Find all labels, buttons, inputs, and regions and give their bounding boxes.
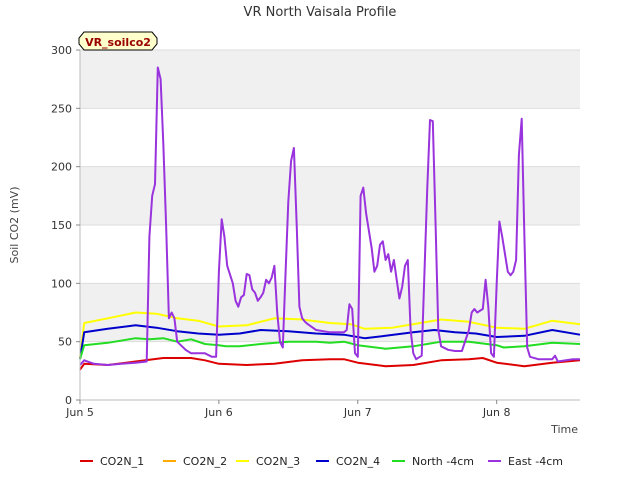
x-tick-label-2: Jun 7	[343, 406, 372, 419]
axes: 0 50 100 150 200 250 300 Jun 5 Jun 6 Jun 7 Jun 8	[51, 44, 580, 419]
series-layer	[79, 66, 581, 371]
x-tick-label-3: Jun 8	[482, 406, 511, 419]
series-line-north-4cm	[79, 337, 581, 360]
legend-label-north-4cm: North -4cm	[412, 455, 474, 468]
series-line-co2n-4	[79, 324, 581, 360]
series-line-east-4cm	[79, 66, 580, 366]
y-axis-label: Soil CO2 (mV)	[8, 187, 21, 264]
annotation-label: VR_soilco2	[85, 36, 151, 49]
y-tick-label-0: 0	[65, 394, 72, 407]
y-tick-label-100: 100	[51, 277, 72, 290]
y-tick-label-250: 250	[51, 102, 72, 115]
annotation-box: VR_soilco2	[78, 31, 158, 51]
x-axis-label: Time	[550, 423, 578, 436]
legend-label-co2n-3: CO2N_3	[256, 455, 300, 468]
legend-label-co2n-4: CO2N_4	[336, 455, 380, 468]
x-tick-label-0: Jun 5	[65, 406, 94, 419]
legend-label-east-4cm: East -4cm	[508, 455, 563, 468]
y-tick-label-300: 300	[51, 44, 72, 57]
x-tick-label-1: Jun 6	[204, 406, 233, 419]
legend: CO2N_1 CO2N_2 CO2N_3 CO2N_4 North -4cm East -…	[80, 455, 563, 468]
y-tick-label-150: 150	[51, 219, 72, 232]
legend-label-co2n-1: CO2N_1	[100, 455, 144, 468]
band-250	[80, 50, 580, 109]
chart-title: VR North Vaisala Profile	[244, 5, 397, 20]
y-tick-label-50: 50	[58, 336, 72, 349]
legend-label-co2n-2: CO2N_2	[183, 455, 227, 468]
band-150	[80, 166, 580, 225]
annotation-shape	[78, 31, 158, 51]
series-line-co2n-1	[79, 357, 581, 371]
y-tick-label-200: 200	[51, 161, 72, 174]
series-line-co2n-3	[79, 311, 581, 359]
